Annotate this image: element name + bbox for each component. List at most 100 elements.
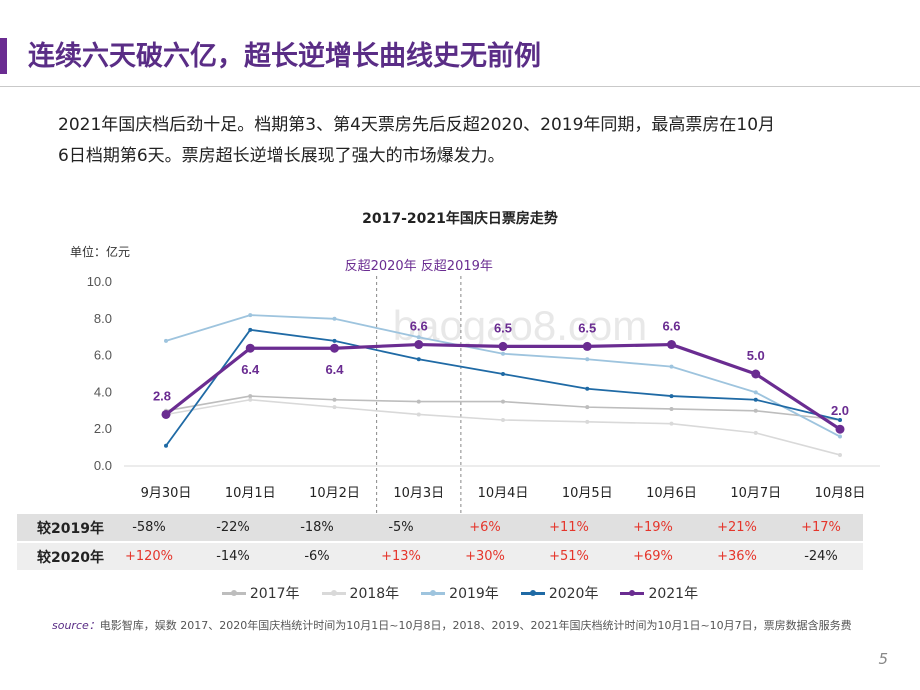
data-point [245, 343, 255, 353]
data-point [753, 430, 758, 435]
table-cell: -24% [779, 542, 863, 572]
legend-swatch-icon [321, 589, 346, 596]
data-point [164, 338, 168, 343]
table-row: 较2020年 +120% -14% -6% +13% +30% +51% +69… [17, 542, 863, 572]
data-point [753, 390, 758, 395]
data-point [332, 397, 337, 402]
data-point [753, 408, 758, 413]
table-cell: -14% [191, 542, 275, 572]
legend-swatch-icon [221, 589, 246, 596]
data-point [838, 418, 842, 422]
data-point [753, 397, 758, 402]
data-point [501, 351, 505, 356]
data-point [585, 386, 590, 391]
data-point [838, 452, 842, 457]
watermark: baogao8.com [393, 302, 648, 349]
data-point [330, 343, 339, 353]
data-point [248, 327, 253, 332]
legend-label: 2018年 [349, 586, 400, 602]
y-tick-label: 4.0 [94, 384, 112, 399]
data-point [582, 341, 592, 351]
source-label: source： [52, 619, 100, 632]
legend-label: 2017年 [249, 586, 300, 602]
legend-item-2018: 2018年 [321, 583, 400, 603]
data-point [498, 341, 508, 351]
data-point [585, 419, 590, 424]
data-point [248, 394, 253, 399]
legend-item-2017: 2017年 [221, 583, 300, 603]
table-cell: +120% [107, 542, 191, 572]
table-cell: +13% [359, 542, 443, 572]
data-point [501, 372, 505, 376]
unit-label: 单位：亿元 [70, 245, 131, 259]
data-point [751, 369, 761, 379]
data-label: 6.5 [578, 320, 596, 335]
data-point [501, 399, 505, 404]
table-cell: +36% [695, 542, 779, 572]
data-point [332, 316, 337, 321]
table-cell: -5% [359, 514, 443, 543]
table-cell: +6% [443, 514, 527, 543]
data-point [669, 394, 674, 399]
table-cell: +51% [527, 542, 611, 572]
data-point [248, 313, 253, 318]
legend-swatch-icon [520, 589, 545, 596]
table-cell: +17% [779, 514, 863, 543]
data-label: 6.4 [325, 362, 344, 377]
legend-label: 2019年 [449, 586, 499, 602]
title-divider [0, 86, 920, 87]
x-tick-label: 10月1日 [225, 486, 276, 501]
data-point [838, 434, 842, 439]
table-cell: -6% [275, 542, 359, 572]
legend-swatch-icon [620, 589, 645, 596]
legend-item-2021: 2021年 [620, 583, 698, 603]
data-point [501, 418, 505, 422]
source-note: source：电影智库，娱数 2017、2020年国庆档统计时间为10月1日~1… [52, 616, 912, 636]
summary-line-1: 2021年国庆档后劲十足。档期第3、第4天票房先后反超2020、2019年同期，… [58, 115, 776, 135]
data-label: 6.6 [662, 319, 680, 334]
summary-paragraph: 2021年国庆档后劲十足。档期第3、第4天票房先后反超2020、2019年同期，… [58, 110, 920, 180]
x-tick-label: 10月6日 [646, 486, 697, 501]
data-point [585, 405, 590, 410]
slide-title: 连续六天破六亿，超长逆增长曲线史无前例 [28, 41, 541, 72]
x-tick-label: 10月3日 [393, 486, 444, 501]
data-point [416, 335, 421, 340]
row-label-vs-2019: 较2019年 [17, 514, 107, 543]
series-line-2018年 [165, 398, 841, 456]
row-label-vs-2020: 较2020年 [17, 542, 107, 572]
data-point [414, 340, 424, 350]
data-point [164, 443, 168, 448]
x-tick-label: 10月7日 [730, 486, 781, 501]
data-label: 6.6 [410, 319, 428, 334]
data-point [248, 397, 253, 402]
source-text: 电影智库，娱数 2017、2020年国庆档统计时间为10月1日~10月8日，20… [99, 619, 852, 632]
legend-item-2020: 2020年 [520, 583, 599, 603]
x-tick-label: 9月30日 [141, 486, 192, 501]
legend-swatch-icon [421, 589, 446, 596]
page-number: 5 [878, 650, 888, 668]
y-tick-label: 8.0 [94, 311, 112, 326]
y-tick-label: 6.0 [94, 348, 112, 363]
comparison-table: 较2019年 -58% -22% -18% -5% +6% +11% +19% … [17, 514, 863, 572]
y-tick-label: 10.0 [87, 274, 112, 289]
data-label: 6.5 [494, 320, 512, 335]
table-cell: +19% [611, 514, 695, 543]
x-tick-label: 10月5日 [562, 486, 613, 501]
data-point [669, 406, 674, 411]
x-tick-label: 10月2日 [309, 486, 360, 501]
data-point [332, 338, 337, 343]
data-point [585, 357, 590, 362]
data-label: 6.4 [241, 362, 260, 377]
legend-item-2019: 2019年 [421, 583, 499, 603]
legend-label: 2020年 [548, 586, 599, 602]
x-tick-label: 10月4日 [478, 486, 529, 501]
data-point [332, 405, 337, 410]
data-point [161, 409, 171, 419]
data-point [835, 424, 845, 434]
table-cell: +30% [443, 542, 527, 572]
chart-legend: 2017年 2018年 2019年 2020年 2021年 [0, 583, 920, 603]
chart-title: 2017-2021年国庆日票房走势 [362, 211, 558, 227]
data-label: 2.8 [153, 388, 171, 403]
y-tick-label: 2.0 [94, 421, 112, 436]
